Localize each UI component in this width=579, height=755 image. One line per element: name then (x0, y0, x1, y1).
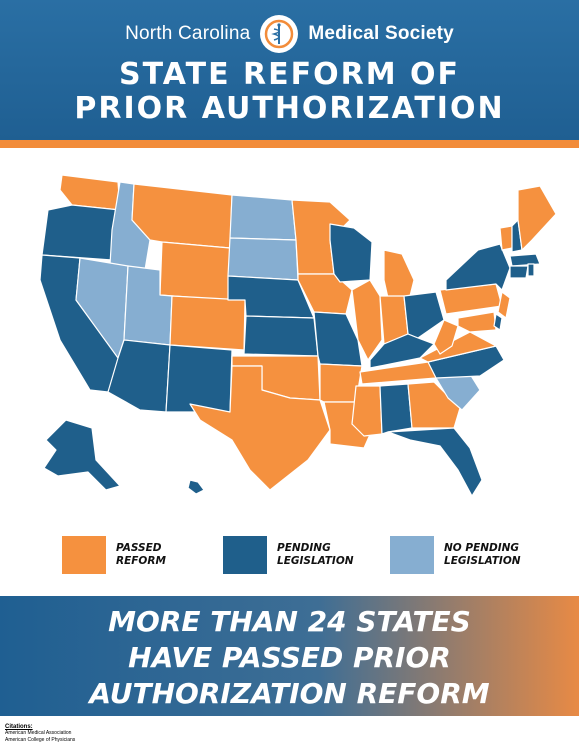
legend-label-pending: PENDING LEGISLATION (277, 542, 354, 567)
state-nm (165, 344, 233, 413)
state-nd (229, 194, 297, 241)
state-al (379, 383, 413, 435)
state-tx (189, 365, 331, 491)
state-oh (403, 291, 445, 339)
state-co (169, 295, 246, 351)
state-md (457, 311, 497, 333)
state-wy (159, 241, 231, 301)
org-name-right: Medical Society (308, 23, 454, 44)
legend-swatch-passed (62, 536, 106, 574)
state-nj (497, 291, 511, 319)
state-wa (59, 174, 121, 211)
state-ma (509, 253, 541, 267)
us-map (20, 160, 559, 520)
footer-headline: MORE THAN 24 STATES HAVE PASSED PRIOR AU… (0, 604, 579, 712)
title-line-1: STATE REFORM OF (118, 57, 460, 92)
state-ct (509, 265, 529, 279)
footer-line-2: HAVE PASSED PRIOR (128, 641, 451, 674)
legend-swatch-no-pending (390, 536, 434, 574)
state-ky (369, 333, 435, 369)
legend-label-no-pending: NO PENDING LEGISLATION (444, 542, 521, 567)
citations-heading: Citations: (5, 724, 33, 730)
state-wi (329, 223, 373, 283)
legend-item-pending: PENDING LEGISLATION (223, 536, 372, 574)
org-name-left: North Carolina (125, 23, 251, 44)
footer-line-1: MORE THAN 24 STATES (108, 605, 471, 638)
citation-source-1: American Medical Association (5, 730, 72, 736)
footer-line-3: AUTHORIZATION REFORM (89, 677, 490, 710)
state-vt (499, 225, 513, 251)
state-de (493, 313, 503, 331)
footer-banner: MORE THAN 24 STATES HAVE PASSED PRIOR AU… (0, 596, 579, 716)
state-or (41, 204, 121, 261)
state-ny (445, 243, 511, 291)
legend-item-no-pending: NO PENDING LEGISLATION (390, 536, 539, 574)
state-me (517, 185, 557, 251)
state-ms (351, 385, 383, 437)
citations: Citations: American Medical Association … (5, 724, 305, 744)
state-ga (407, 381, 461, 429)
map-legend: PASSED REFORM PENDING LEGISLATION NO PEN… (0, 536, 579, 580)
us-map-svg (39, 174, 557, 497)
state-hi (187, 479, 205, 495)
state-il (351, 279, 383, 361)
legend-item-passed: PASSED REFORM (62, 536, 211, 574)
state-mo (313, 311, 363, 367)
caduceus-icon (260, 15, 299, 53)
title-line-2: PRIOR AUTHORIZATION (74, 91, 505, 126)
state-ri (527, 263, 535, 277)
legend-label-passed: PASSED REFORM (116, 542, 166, 567)
state-fl (387, 427, 483, 497)
state-sd (227, 237, 299, 281)
citation-source-2: American College of Physicians (5, 737, 76, 743)
page-title: STATE REFORM OF PRIOR AUTHORIZATION (0, 58, 579, 126)
header-accent-strip (0, 140, 579, 148)
state-ak (43, 419, 121, 491)
legend-swatch-pending (223, 536, 267, 574)
state-wv (433, 319, 459, 355)
organization-branding: North Carolina Medical Society (0, 14, 579, 54)
state-mi (383, 249, 415, 299)
state-ks (243, 315, 319, 357)
